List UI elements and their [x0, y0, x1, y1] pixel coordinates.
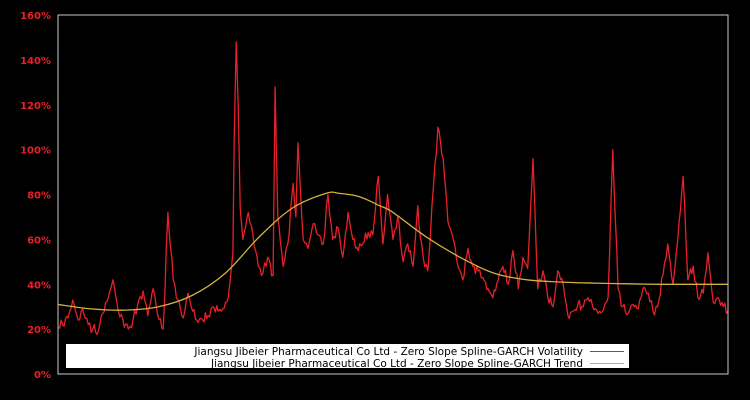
y-tick-label: 120% [20, 101, 51, 112]
plot-area [57, 41, 729, 336]
legend-label-trend: Jiangsu Jibeier Pharmaceutical Co Ltd - … [210, 358, 583, 370]
y-tick-label: 0% [34, 370, 51, 381]
y-tick-label: 100% [20, 146, 51, 157]
legend-label-volatility: Jiangsu Jibeier Pharmaceutical Co Ltd - … [193, 346, 583, 358]
volatility-line [57, 41, 729, 336]
y-tick-label: 20% [27, 325, 51, 336]
y-axis-tick-labels: 0% 20% 40% 60% 80% 100% 120% 140% 160% [20, 11, 51, 381]
plot-frame [57, 14, 729, 375]
trend-line [57, 191, 728, 311]
y-tick-label: 140% [20, 56, 51, 67]
y-tick-label: 160% [20, 11, 51, 22]
y-tick-label: 80% [27, 191, 51, 202]
legend: Jiangsu Jibeier Pharmaceutical Co Ltd - … [66, 344, 629, 370]
y-tick-label: 40% [27, 280, 51, 291]
legend-box [66, 344, 629, 368]
y-tick-label: 60% [27, 235, 51, 246]
